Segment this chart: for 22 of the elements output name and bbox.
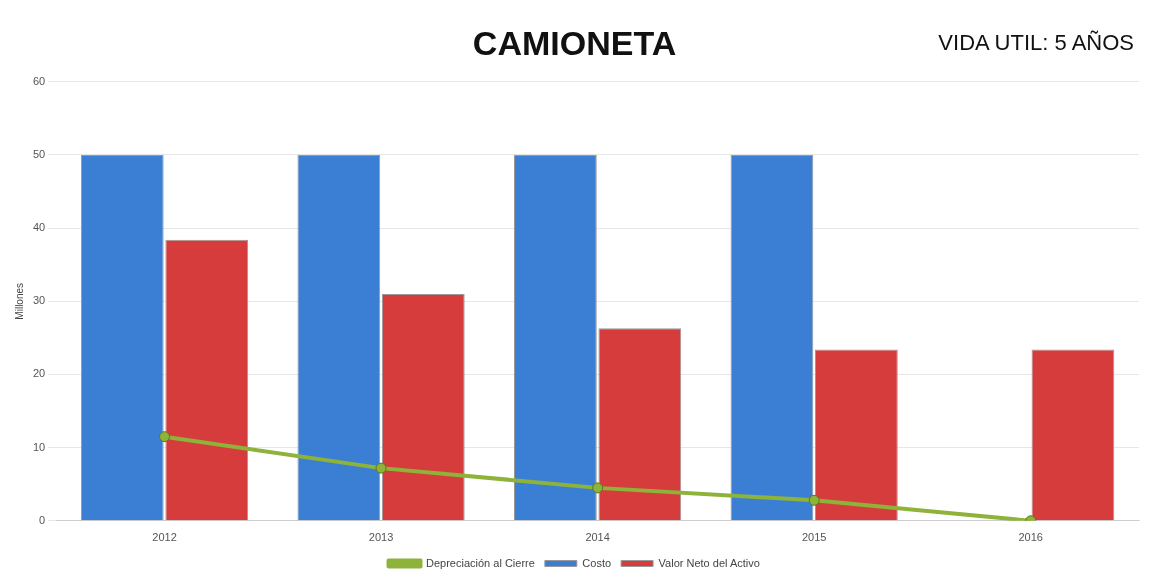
y-tick-label: 20 xyxy=(32,367,46,380)
y-tick-label: 0 xyxy=(39,513,46,526)
point xyxy=(592,482,604,494)
y-tick-label: 30 xyxy=(32,294,46,307)
legend-label: Costo xyxy=(582,556,612,569)
y-tick-label: 10 xyxy=(32,440,46,453)
point xyxy=(375,462,387,474)
point xyxy=(159,431,171,443)
y-tick-label: 40 xyxy=(32,221,46,234)
point xyxy=(808,494,820,506)
x-tick-label: 2016 xyxy=(1018,531,1043,544)
legend-label: Valor Neto del Activo xyxy=(658,556,760,569)
legend-label: Depreciación al Cierre xyxy=(426,556,535,569)
y-tick-label: 50 xyxy=(32,148,46,160)
x-tick-label: 2015 xyxy=(801,531,827,544)
y-axis-title: Millones xyxy=(13,282,25,320)
y-tick-label: 60 xyxy=(32,74,46,87)
x-tick-label: 2013 xyxy=(368,531,394,544)
x-tick-label: 2012 xyxy=(152,531,177,544)
x-tick-label: 2014 xyxy=(585,531,610,544)
text: VIDA UTIL: 5 AÑOS xyxy=(938,30,1134,56)
chart-title: CAMIONETA xyxy=(472,23,677,62)
